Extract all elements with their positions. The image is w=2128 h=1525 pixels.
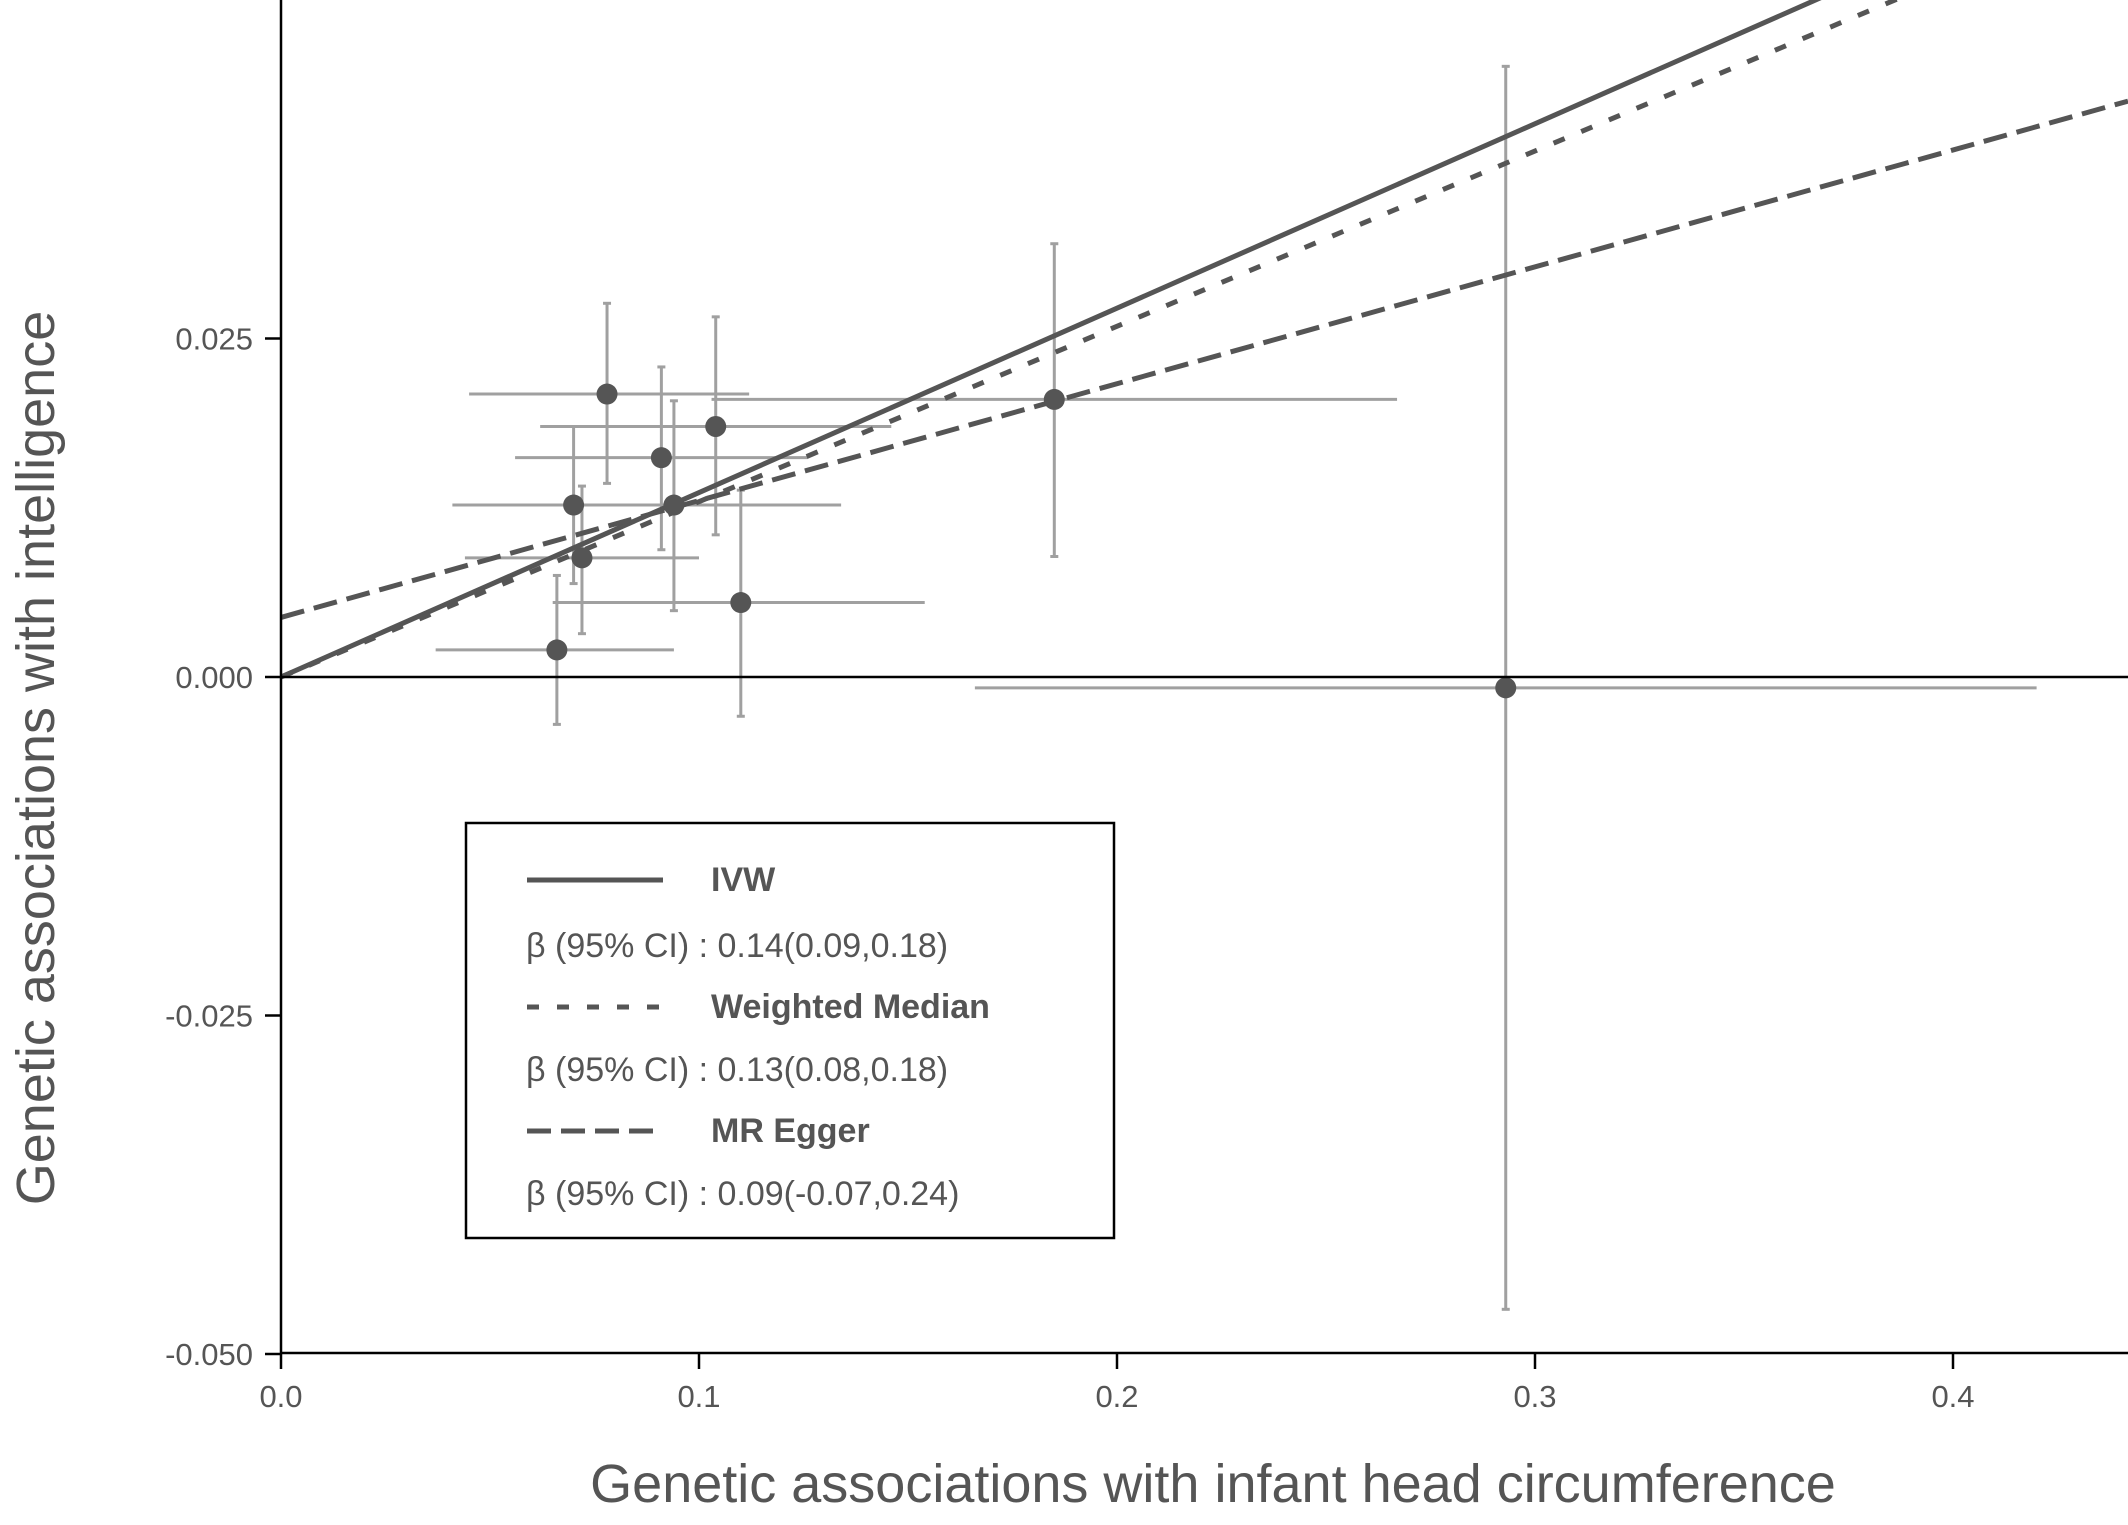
y-tick-label-2: -0.025 bbox=[165, 999, 253, 1034]
y-ticks: 0.025 0.000 -0.025 -0.050 bbox=[165, 322, 281, 1372]
legend-label-mr-egger: MR Egger bbox=[711, 1112, 870, 1150]
data-point-9 bbox=[1495, 677, 1517, 699]
legend-label-ivw: IVW bbox=[711, 861, 776, 899]
data-point-0 bbox=[596, 383, 618, 405]
data-point-1 bbox=[650, 447, 672, 469]
legend-stat-ivw: β (95% CI) : 0.14(0.09,0.18) bbox=[526, 927, 948, 965]
data-point-5 bbox=[571, 547, 593, 569]
y-tick-label-1: 0.000 bbox=[175, 660, 253, 695]
x-tick-label-1: 0.1 bbox=[677, 1379, 720, 1414]
data-point-2 bbox=[705, 416, 727, 438]
legend-stat-weighted-median: β (95% CI) : 0.13(0.08,0.18) bbox=[526, 1051, 948, 1089]
x-tick-label-2: 0.2 bbox=[1095, 1379, 1138, 1414]
data-points-layer bbox=[546, 383, 1517, 699]
x-axis-title: Genetic associations with infant head ci… bbox=[590, 1454, 1836, 1514]
legend: IVW β (95% CI) : 0.14(0.09,0.18) Weighte… bbox=[464, 821, 1116, 1240]
y-axis-title: Genetic associations with intelligence bbox=[6, 311, 66, 1205]
data-point-3 bbox=[563, 494, 585, 516]
y-tick-label-0: 0.025 bbox=[175, 322, 253, 357]
fit-line-ivw bbox=[279, 0, 1822, 680]
legend-box bbox=[464, 821, 1116, 1240]
data-point-8 bbox=[1043, 388, 1065, 410]
x-tick-label-4: 0.4 bbox=[1931, 1379, 1974, 1414]
data-point-6 bbox=[730, 592, 752, 614]
fit-lines-layer bbox=[279, 0, 2128, 680]
fit-line-weighted-median bbox=[280, 0, 1902, 680]
data-point-4 bbox=[663, 494, 685, 516]
fit-line-mr-egger bbox=[280, 98, 2128, 620]
x-tick-label-0: 0.0 bbox=[259, 1379, 302, 1414]
data-point-7 bbox=[546, 639, 568, 661]
legend-stat-mr-egger: β (95% CI) : 0.09(-0.07,0.24) bbox=[526, 1175, 959, 1213]
x-tick-label-3: 0.3 bbox=[1513, 1379, 1556, 1414]
x-ticks: 0.0 0.1 0.2 0.3 0.4 bbox=[259, 1353, 1975, 1414]
y-tick-label-3: -0.050 bbox=[165, 1337, 253, 1372]
legend-label-weighted-median: Weighted Median bbox=[711, 988, 990, 1026]
